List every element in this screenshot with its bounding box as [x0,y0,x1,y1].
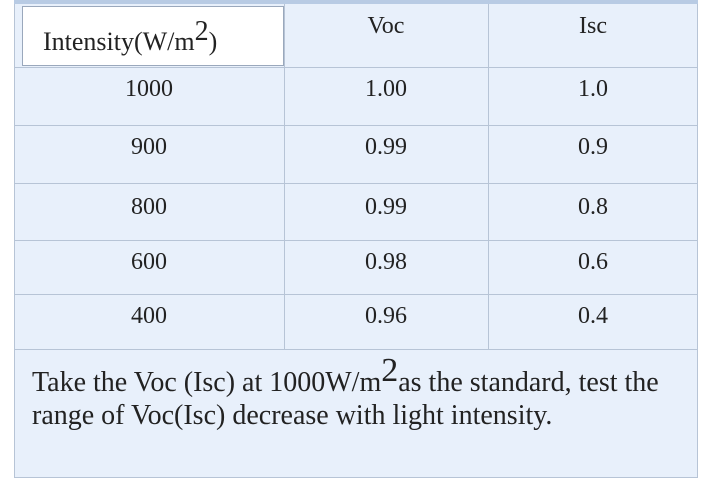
row-divider [14,240,698,241]
table-grid [14,4,698,478]
cell-voc: 0.98 [365,249,407,275]
header-intensity-label: Intensity(W/m2) [43,16,218,57]
table-top-border [14,0,698,4]
cell-intensity: 1000 [125,76,173,102]
cell-intensity: 900 [131,134,167,160]
row-divider [14,125,698,126]
cell-voc: 1.00 [365,76,407,102]
cell-isc: 1.0 [578,76,608,102]
cell-intensity: 600 [131,249,167,275]
cell-voc: 0.99 [365,194,407,220]
data-table-container: Intensity(W/m2) Voc Isc 1000 1.00 1.0 90… [14,0,698,478]
cell-isc: 0.4 [578,303,608,329]
header-isc: Isc [579,13,607,39]
row-divider [14,349,698,350]
header-cell-intensity: Intensity(W/m2) [22,6,284,66]
cell-intensity: 400 [131,303,167,329]
row-divider [14,294,698,295]
column-divider [284,4,285,350]
cell-isc: 0.9 [578,134,608,160]
cell-intensity: 800 [131,194,167,220]
cell-isc: 0.8 [578,194,608,220]
cell-isc: 0.6 [578,249,608,275]
cell-voc: 0.96 [365,303,407,329]
row-divider [14,183,698,184]
row-divider [14,67,698,68]
column-divider [488,4,489,350]
table-note: Take the Voc (Isc) at 1000W/m2as the sta… [32,352,659,432]
cell-voc: 0.99 [365,134,407,160]
header-voc: Voc [367,13,405,39]
